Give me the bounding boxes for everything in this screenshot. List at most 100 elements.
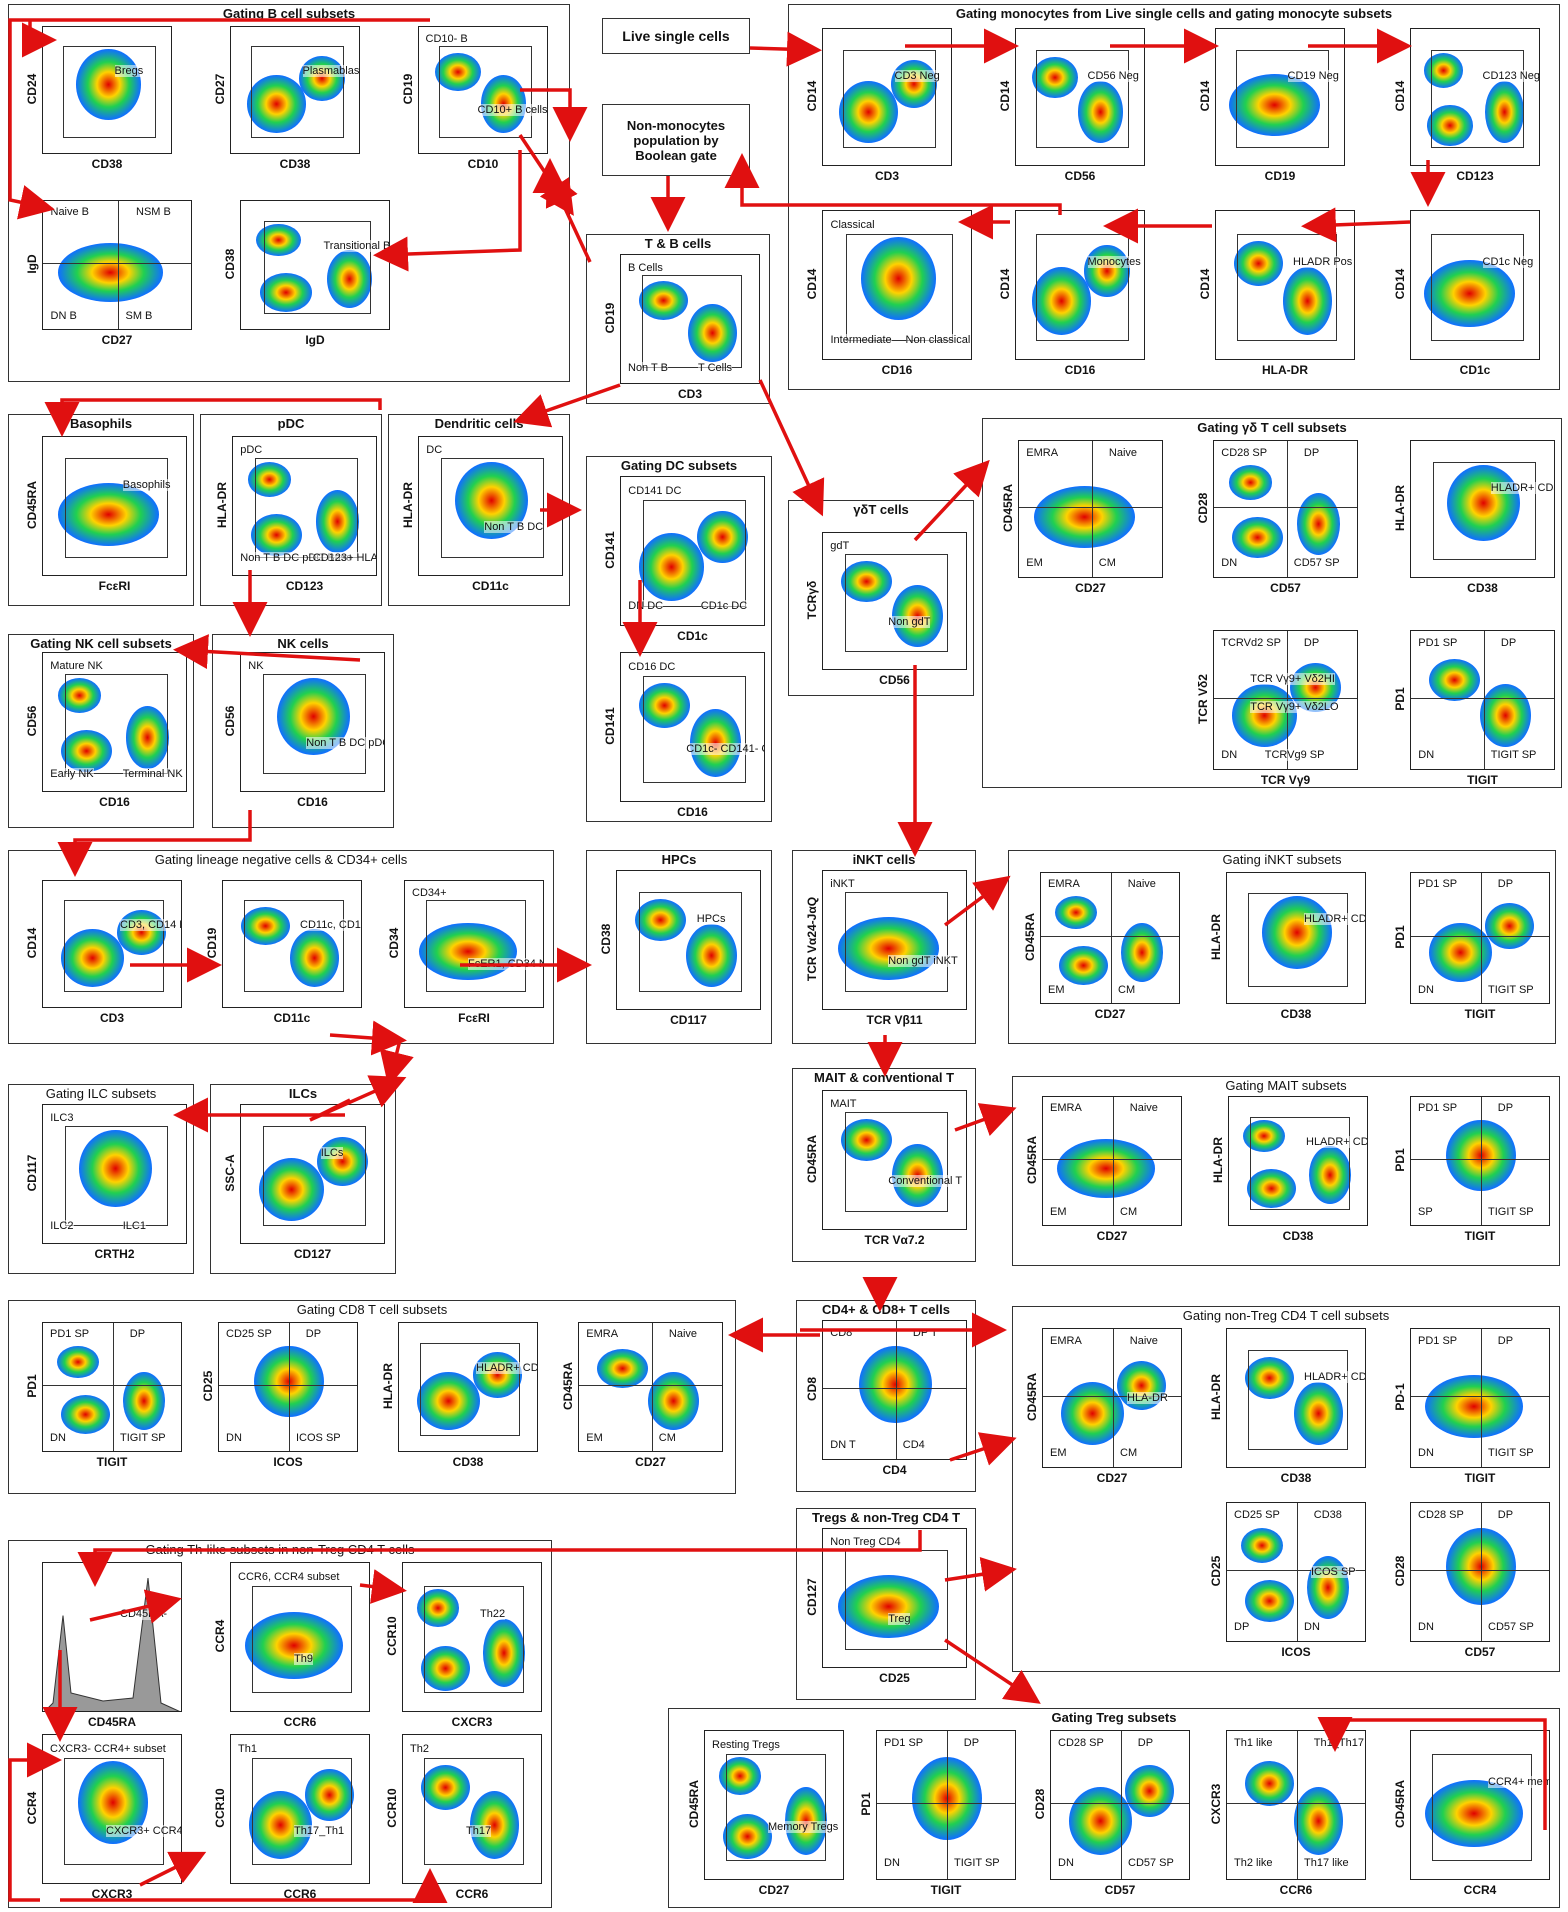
- gate-label: CM: [1120, 1206, 1138, 1219]
- panel-title: Gating ILC subsets: [45, 1086, 157, 1101]
- gate-outline: [844, 892, 949, 992]
- gate-label: Intermediate: [830, 334, 892, 346]
- gate-label: EMRA: [1026, 446, 1059, 459]
- gate-label: EM: [586, 1432, 603, 1445]
- quadrant-line: [113, 1323, 114, 1451]
- density-population: [1262, 896, 1332, 969]
- y-axis-label: HLA-DR: [401, 482, 415, 528]
- quadrant-line: [1483, 631, 1485, 769]
- gate-label: Naive: [1129, 1334, 1158, 1347]
- x-axis-label: CD127: [293, 1247, 332, 1261]
- x-axis-label: CCR6: [455, 1887, 489, 1901]
- gate-outline: [262, 674, 367, 774]
- quadrant-line: [1411, 936, 1549, 938]
- x-axis-label: CCR6: [283, 1715, 317, 1729]
- gate-outline: [1248, 892, 1348, 988]
- flow-plot: CD1c Neg: [1410, 210, 1540, 360]
- gate-label: CD45RA-: [120, 1608, 168, 1620]
- gate-label: DP: [129, 1328, 146, 1341]
- gate-label: HLADR+ CD38+: [476, 1362, 537, 1374]
- x-axis-label: TIGIT: [96, 1455, 128, 1469]
- density-population: [1429, 659, 1480, 701]
- gate-label: DP: [1497, 1508, 1514, 1521]
- density-population: [57, 1345, 99, 1379]
- panel-title: MAIT & conventional T: [813, 1070, 955, 1085]
- gate-label: ILCs: [320, 1147, 344, 1159]
- non-monocytes-box: Non-monocytes population by Boolean gate: [602, 104, 750, 176]
- gate-label: TCRVd2 SP: [1221, 636, 1281, 649]
- density-population: [597, 1349, 648, 1388]
- panel-title: Tregs & non-Treg CD4 T: [811, 1510, 961, 1525]
- density-population: [1032, 56, 1078, 98]
- gate-label: Th17_Th1: [294, 1825, 345, 1837]
- density-population: [1246, 1168, 1296, 1208]
- quadrant-line: [1043, 1396, 1181, 1398]
- x-axis-label: CD16: [297, 795, 328, 809]
- y-axis-label: CD56: [25, 705, 39, 737]
- gate-outline: [1432, 461, 1537, 561]
- gate-outline: [426, 900, 526, 992]
- y-axis-label: CD25: [201, 1370, 215, 1402]
- gate-outline: [642, 499, 747, 607]
- gate-label: HLA-DR: [1127, 1392, 1168, 1404]
- panel-title: pDC: [277, 416, 305, 431]
- density-population: [259, 272, 313, 312]
- gate-label: ICOS SP: [1311, 1566, 1356, 1578]
- quadrant-line: [1411, 1570, 1549, 1572]
- density-population: [125, 705, 170, 769]
- y-axis-label: CD14: [805, 80, 819, 112]
- gate-label: CM: [1118, 983, 1136, 996]
- flow-plot: CD3, CD14 Neg: [42, 880, 182, 1008]
- flow-plot: Resting Tregs Memory Tregs: [704, 1730, 844, 1880]
- flow-plot: EMRA Naive EM CM: [578, 1322, 723, 1452]
- density-population: [638, 281, 688, 320]
- y-axis-label: CD45RA: [1025, 1136, 1039, 1185]
- gate-outline: [1235, 49, 1329, 149]
- x-axis-label: CD27: [1096, 1229, 1128, 1243]
- quadrant-line: [1286, 631, 1288, 769]
- density-population: [1447, 465, 1520, 542]
- gate-label: CD1c Neg: [1482, 256, 1534, 268]
- x-axis-label: CD38: [452, 1455, 484, 1469]
- quadrant-line: [1227, 1803, 1365, 1804]
- gate-label: CD57 SP: [1488, 1620, 1534, 1633]
- density-population: [326, 249, 372, 309]
- density-population: [1306, 1555, 1349, 1619]
- density-population: [1485, 80, 1525, 143]
- gate-label: CD28 SP: [1418, 1508, 1464, 1521]
- x-axis-label: ICOS: [273, 1455, 303, 1469]
- flow-plot: PD1 SP DP DN TIGIT SP: [1410, 872, 1550, 1004]
- flow-plot: CD3 Neg: [822, 28, 952, 166]
- density-population: [317, 1136, 368, 1186]
- x-axis-label: CD10: [467, 157, 499, 171]
- gate-label: Early NK: [50, 767, 94, 780]
- gate-outline: [642, 675, 747, 783]
- flow-plot: Classical Intermediate Non classical: [822, 210, 972, 360]
- gate-label: TIGIT SP: [120, 1432, 166, 1445]
- x-axis-label: TIGIT: [1464, 1471, 1496, 1485]
- flow-plot: Th2 Th17: [402, 1734, 542, 1884]
- x-axis-label: TIGIT: [1464, 1229, 1496, 1243]
- quadrant-line: [1481, 873, 1482, 1003]
- y-axis-label: PD1: [1393, 925, 1407, 949]
- quadrant-line: [1411, 698, 1554, 700]
- gate-label: Th17 like: [1304, 1857, 1349, 1869]
- density-population: [419, 922, 517, 981]
- flow-plot: CD8 DP T DN T CD4: [822, 1320, 967, 1460]
- flow-plot: EMRA Naive EM CM HLA-DR: [1042, 1328, 1182, 1468]
- y-axis-label: PD-1: [1393, 1383, 1407, 1411]
- density-population: [1068, 1787, 1132, 1855]
- gate-label: Naive B: [50, 206, 90, 219]
- gate-label: DP: [963, 1737, 980, 1749]
- gate-label: TIGIT SP: [954, 1857, 1000, 1869]
- x-axis-label: CD27: [1096, 1471, 1128, 1485]
- x-axis-label: CD19: [1264, 169, 1296, 183]
- flow-plot: Th1 Th17_Th1: [230, 1734, 370, 1884]
- gate-label: ILC2: [50, 1219, 74, 1232]
- gate-outline: [844, 553, 949, 653]
- y-axis-label: HLA-DR: [381, 1363, 395, 1409]
- y-axis-label: HLA-DR: [215, 482, 229, 528]
- x-axis-label: CD3: [874, 169, 899, 183]
- flow-plot: Mature NK Early NK Terminal NK: [42, 652, 187, 792]
